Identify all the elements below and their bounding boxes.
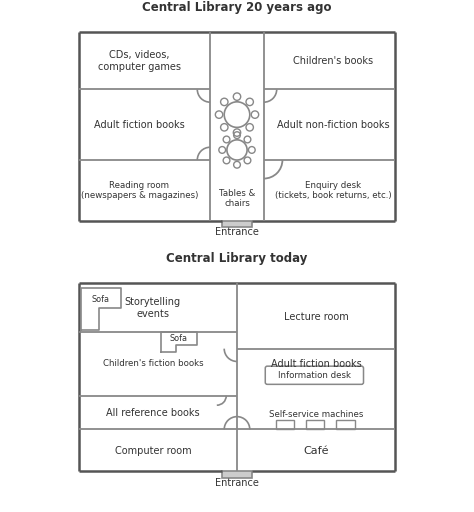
Text: Adult non-fiction books: Adult non-fiction books <box>276 120 389 130</box>
Text: Sofa: Sofa <box>92 295 110 305</box>
Text: CDs, videos,
computer games: CDs, videos, computer games <box>98 50 181 72</box>
Text: Children's books: Children's books <box>293 56 373 66</box>
Text: Enquiry desk
(tickets, book returns, etc.): Enquiry desk (tickets, book returns, etc… <box>274 181 391 200</box>
Bar <box>276 420 294 430</box>
Text: Entrance: Entrance <box>215 478 259 488</box>
Text: Tables &
chairs: Tables & chairs <box>219 189 255 208</box>
Bar <box>306 420 325 430</box>
Text: Sofa: Sofa <box>170 334 188 343</box>
Text: Adult fiction books: Adult fiction books <box>94 120 185 130</box>
Text: Computer room: Computer room <box>115 446 191 456</box>
Bar <box>222 472 252 478</box>
Text: Children's fiction books: Children's fiction books <box>102 359 203 368</box>
Text: Adult fiction books: Adult fiction books <box>271 359 362 369</box>
Title: Central Library today: Central Library today <box>166 252 308 265</box>
Bar <box>222 221 252 227</box>
Text: Information desk: Information desk <box>278 371 351 380</box>
Text: Storytelling
events: Storytelling events <box>125 297 181 319</box>
Text: All reference books: All reference books <box>106 408 200 418</box>
Title: Central Library 20 years ago: Central Library 20 years ago <box>142 1 332 14</box>
Text: Entrance: Entrance <box>215 227 259 238</box>
Text: Café: Café <box>303 446 329 456</box>
Text: Lecture room: Lecture room <box>284 312 348 322</box>
Text: Reading room
(newspapers & magazines): Reading room (newspapers & magazines) <box>81 181 198 200</box>
FancyBboxPatch shape <box>265 366 364 385</box>
Bar <box>336 420 355 430</box>
Text: Self-service machines: Self-service machines <box>269 410 363 419</box>
